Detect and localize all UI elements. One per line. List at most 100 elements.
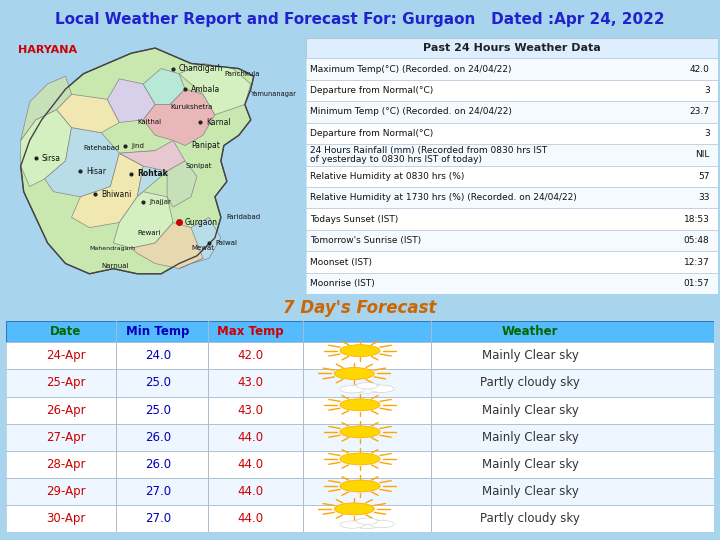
Text: Maximum Temp(°C) (Recorded. on 24/04/22): Maximum Temp(°C) (Recorded. on 24/04/22) bbox=[310, 65, 512, 73]
Text: Panipat: Panipat bbox=[191, 141, 220, 150]
Text: 18:53: 18:53 bbox=[684, 215, 710, 224]
Polygon shape bbox=[179, 63, 251, 115]
Text: 25-Apr: 25-Apr bbox=[46, 376, 86, 389]
Text: Moonset (IST): Moonset (IST) bbox=[310, 258, 372, 267]
Text: 30-Apr: 30-Apr bbox=[46, 512, 86, 525]
Text: Faridabad: Faridabad bbox=[227, 214, 261, 220]
FancyBboxPatch shape bbox=[306, 187, 718, 208]
Text: Local Weather Report and Forecast For: Gurgaon   Dated :Apr 24, 2022: Local Weather Report and Forecast For: G… bbox=[55, 12, 665, 27]
Polygon shape bbox=[57, 94, 120, 133]
Text: 28-Apr: 28-Apr bbox=[46, 458, 86, 471]
Text: 43.0: 43.0 bbox=[237, 376, 264, 389]
Text: Rewari: Rewari bbox=[138, 230, 161, 236]
Polygon shape bbox=[21, 76, 71, 140]
Polygon shape bbox=[120, 151, 167, 197]
FancyBboxPatch shape bbox=[306, 230, 718, 252]
Text: 25.0: 25.0 bbox=[145, 376, 171, 389]
Text: 44.0: 44.0 bbox=[237, 485, 264, 498]
FancyBboxPatch shape bbox=[6, 505, 714, 532]
Text: 26.0: 26.0 bbox=[145, 430, 171, 444]
Text: 42.0: 42.0 bbox=[237, 349, 264, 362]
FancyBboxPatch shape bbox=[6, 342, 714, 369]
Text: 01:57: 01:57 bbox=[684, 279, 710, 288]
Text: Chandigarh: Chandigarh bbox=[179, 64, 224, 73]
Text: Todays Sunset (IST): Todays Sunset (IST) bbox=[310, 215, 398, 224]
FancyBboxPatch shape bbox=[306, 252, 718, 273]
Text: 3: 3 bbox=[704, 129, 710, 138]
Text: HARYANA: HARYANA bbox=[18, 45, 77, 56]
FancyBboxPatch shape bbox=[6, 423, 714, 451]
Text: 29-Apr: 29-Apr bbox=[46, 485, 86, 498]
Polygon shape bbox=[143, 69, 185, 105]
Polygon shape bbox=[107, 79, 156, 123]
Text: 24-Apr: 24-Apr bbox=[46, 349, 86, 362]
Circle shape bbox=[334, 368, 374, 380]
Polygon shape bbox=[21, 110, 71, 186]
Text: 05:48: 05:48 bbox=[684, 236, 710, 245]
Text: 24.0: 24.0 bbox=[145, 349, 171, 362]
Text: 23.7: 23.7 bbox=[690, 107, 710, 117]
Circle shape bbox=[356, 518, 378, 524]
Text: Relative Humidity at 1730 hrs (%) (Recorded. on 24/04/22): Relative Humidity at 1730 hrs (%) (Recor… bbox=[310, 193, 577, 202]
Text: 44.0: 44.0 bbox=[237, 458, 264, 471]
Polygon shape bbox=[131, 222, 209, 268]
Polygon shape bbox=[167, 161, 197, 207]
Polygon shape bbox=[45, 127, 120, 197]
FancyBboxPatch shape bbox=[306, 123, 718, 144]
Circle shape bbox=[340, 453, 380, 465]
Text: Tomorrow's Sunrise (IST): Tomorrow's Sunrise (IST) bbox=[310, 236, 421, 245]
Text: 12:37: 12:37 bbox=[684, 258, 710, 267]
Circle shape bbox=[369, 521, 394, 528]
Text: 27.0: 27.0 bbox=[145, 485, 171, 498]
Text: 7 Day's Forecast: 7 Day's Forecast bbox=[283, 299, 437, 318]
FancyBboxPatch shape bbox=[6, 478, 714, 505]
Circle shape bbox=[340, 345, 380, 356]
Polygon shape bbox=[21, 48, 253, 274]
Text: Date: Date bbox=[50, 325, 81, 339]
Text: Mainly Clear sky: Mainly Clear sky bbox=[482, 430, 578, 444]
Text: Rohtak: Rohtak bbox=[138, 169, 168, 178]
Polygon shape bbox=[120, 140, 185, 171]
Text: Karnal: Karnal bbox=[206, 118, 230, 127]
Text: Kurukshetra: Kurukshetra bbox=[170, 104, 212, 110]
Text: Sonipat: Sonipat bbox=[185, 163, 212, 169]
Text: Partly cloudy sky: Partly cloudy sky bbox=[480, 376, 580, 389]
Text: 3: 3 bbox=[704, 86, 710, 95]
Text: Ambala: Ambala bbox=[191, 85, 220, 93]
Circle shape bbox=[351, 519, 384, 529]
FancyBboxPatch shape bbox=[306, 58, 718, 80]
Text: Weather: Weather bbox=[502, 325, 558, 339]
Text: Mainly Clear sky: Mainly Clear sky bbox=[482, 403, 578, 416]
Text: Min Temp: Min Temp bbox=[127, 325, 190, 339]
Text: Moonrise (IST): Moonrise (IST) bbox=[310, 279, 375, 288]
FancyBboxPatch shape bbox=[306, 38, 718, 58]
FancyBboxPatch shape bbox=[6, 321, 714, 342]
Text: 24 Hours Rainfall (mm) (Recorded from 0830 hrs IST: 24 Hours Rainfall (mm) (Recorded from 08… bbox=[310, 146, 547, 155]
Text: Past 24 Hours Weather Data: Past 24 Hours Weather Data bbox=[423, 43, 600, 53]
Polygon shape bbox=[143, 89, 215, 145]
FancyBboxPatch shape bbox=[6, 451, 714, 478]
Text: 26.0: 26.0 bbox=[145, 458, 171, 471]
Text: 57: 57 bbox=[698, 172, 710, 181]
Polygon shape bbox=[179, 217, 221, 268]
Text: Mainly Clear sky: Mainly Clear sky bbox=[482, 349, 578, 362]
Text: Bhiwani: Bhiwani bbox=[102, 190, 132, 199]
Text: Max Temp: Max Temp bbox=[217, 325, 284, 339]
Text: 44.0: 44.0 bbox=[237, 430, 264, 444]
Circle shape bbox=[340, 426, 380, 438]
Text: Mahendragarh: Mahendragarh bbox=[89, 246, 135, 251]
Text: of yesterday to 0830 hrs IST of today): of yesterday to 0830 hrs IST of today) bbox=[310, 154, 482, 164]
Circle shape bbox=[340, 480, 380, 492]
Circle shape bbox=[340, 386, 364, 393]
FancyBboxPatch shape bbox=[6, 396, 714, 423]
FancyBboxPatch shape bbox=[306, 101, 718, 123]
FancyBboxPatch shape bbox=[306, 80, 718, 101]
Text: 26-Apr: 26-Apr bbox=[46, 403, 86, 416]
Text: Departure from Normal(°C): Departure from Normal(°C) bbox=[310, 129, 433, 138]
Text: Sirsa: Sirsa bbox=[42, 154, 60, 163]
Circle shape bbox=[340, 399, 380, 411]
Text: Gurgaon: Gurgaon bbox=[185, 218, 218, 227]
Circle shape bbox=[369, 385, 394, 393]
FancyBboxPatch shape bbox=[306, 166, 718, 187]
Text: Relative Humidity at 0830 hrs (%): Relative Humidity at 0830 hrs (%) bbox=[310, 172, 464, 181]
